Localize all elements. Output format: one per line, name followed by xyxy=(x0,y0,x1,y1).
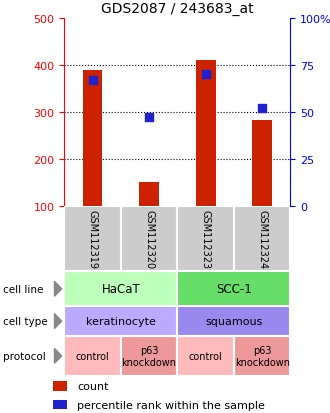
Bar xyxy=(121,336,178,376)
Text: GSM112319: GSM112319 xyxy=(87,210,98,268)
Bar xyxy=(53,382,67,391)
Title: GDS2087 / 243683_at: GDS2087 / 243683_at xyxy=(101,2,254,16)
Point xyxy=(147,115,152,121)
Bar xyxy=(196,61,215,206)
Bar xyxy=(234,336,290,376)
Bar xyxy=(64,306,178,336)
Point xyxy=(259,105,265,112)
Text: GSM112324: GSM112324 xyxy=(257,210,267,268)
Text: count: count xyxy=(77,381,109,391)
Text: p63
knockdown: p63 knockdown xyxy=(235,345,290,367)
Bar xyxy=(178,306,290,336)
Text: keratinocyte: keratinocyte xyxy=(86,316,156,326)
Bar xyxy=(53,400,67,409)
Text: control: control xyxy=(189,351,222,361)
Bar xyxy=(121,206,178,272)
Text: HaCaT: HaCaT xyxy=(102,282,140,296)
Text: cell line: cell line xyxy=(3,284,44,294)
Bar xyxy=(252,121,272,206)
Bar xyxy=(64,206,121,272)
Bar xyxy=(178,336,234,376)
Point xyxy=(203,72,208,78)
Bar xyxy=(234,206,290,272)
Text: p63
knockdown: p63 knockdown xyxy=(122,345,177,367)
Text: control: control xyxy=(76,351,110,361)
Text: SCC-1: SCC-1 xyxy=(216,282,252,296)
Point xyxy=(90,77,95,84)
Text: GSM112323: GSM112323 xyxy=(201,210,211,268)
Bar xyxy=(64,336,121,376)
Text: GSM112320: GSM112320 xyxy=(144,210,154,268)
Text: protocol: protocol xyxy=(3,351,46,361)
Text: cell type: cell type xyxy=(3,316,48,326)
Bar xyxy=(178,272,290,306)
Bar xyxy=(178,206,234,272)
Text: squamous: squamous xyxy=(205,316,263,326)
Bar xyxy=(64,272,178,306)
Text: percentile rank within the sample: percentile rank within the sample xyxy=(77,400,265,410)
Bar xyxy=(83,71,103,206)
Bar xyxy=(139,183,159,206)
